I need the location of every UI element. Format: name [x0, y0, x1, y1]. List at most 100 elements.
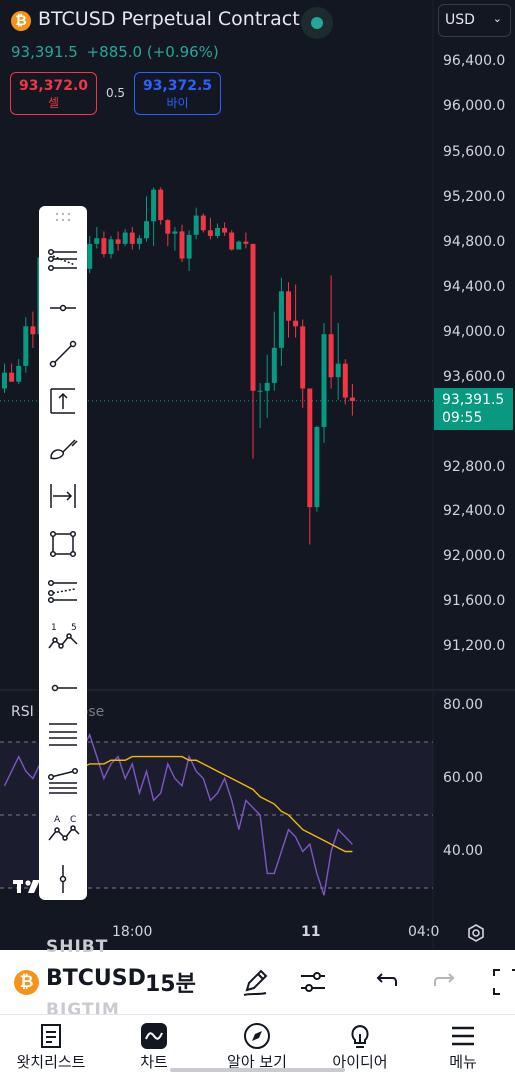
- price-axis-label: 96,400.0: [443, 53, 506, 69]
- currency-value: USD: [445, 12, 475, 28]
- candle-body: [342, 363, 348, 398]
- candle-body: [250, 243, 256, 391]
- price-axis-label: 91,600.0: [443, 593, 506, 609]
- candle-body: [23, 326, 29, 366]
- candle-body: [314, 426, 320, 508]
- current-price-label: 93,391.5 09:55: [434, 388, 513, 430]
- currency-selector[interactable]: USD ⌄: [438, 4, 511, 37]
- candle-body: [144, 221, 149, 239]
- candle-body: [307, 388, 313, 508]
- time-axis-label: 04:0: [408, 924, 440, 940]
- candle-body: [16, 365, 22, 382]
- long-position-icon[interactable]: [45, 383, 81, 419]
- candle-body: [271, 347, 277, 383]
- candle-body: [193, 215, 199, 235]
- market-status-icon[interactable]: [301, 7, 333, 39]
- candle-body: [328, 334, 334, 378]
- bitcoin-icon: ₿: [11, 11, 31, 31]
- svg-text:1: 1: [51, 623, 57, 633]
- price-axis-label: 92,800.0: [443, 459, 506, 475]
- candle-body: [129, 232, 135, 244]
- candle-body: [207, 230, 213, 236]
- candle-body: [2, 372, 7, 389]
- menu-icon: [452, 1026, 474, 1046]
- pitchfork-icon[interactable]: [45, 242, 81, 278]
- nav-label: 차트: [140, 1053, 168, 1071]
- bottom-divider: [0, 1014, 515, 1015]
- buy-button[interactable]: 93,372.5 바이: [134, 72, 221, 115]
- current-price-value: 93,391.5: [442, 392, 505, 408]
- drawing-toolbar: 1 5 A C: [39, 206, 87, 900]
- candle-body: [236, 241, 242, 250]
- regression-trend-icon[interactable]: [45, 763, 81, 799]
- chart-settings-icon[interactable]: [465, 922, 487, 944]
- svg-text:5: 5: [71, 623, 77, 633]
- symbol-selector[interactable]: BTCUSD: [46, 966, 146, 991]
- fib-retracement-icon[interactable]: [45, 716, 81, 752]
- candle-body: [321, 334, 327, 427]
- price-summary: 93,391.5 +885.0 (+0.96%): [11, 43, 219, 61]
- candle-body: [165, 220, 171, 234]
- interval-selector[interactable]: 15분: [145, 972, 196, 997]
- abcd-pattern-icon[interactable]: A C: [45, 812, 81, 848]
- trend-line-icon[interactable]: [45, 336, 81, 372]
- candle-body: [349, 397, 355, 401]
- nav-label: 알아 보기: [227, 1053, 287, 1071]
- candle-body: [158, 189, 164, 221]
- indicators-sliders-icon[interactable]: [297, 966, 329, 998]
- parallel-channel-icon[interactable]: [45, 573, 81, 609]
- candle-body: [300, 326, 306, 389]
- candle-body: [122, 232, 128, 244]
- candle-body: [257, 390, 263, 392]
- price-axis-label: 92,400.0: [443, 503, 506, 519]
- date-range-icon[interactable]: [45, 478, 81, 514]
- tradingview-logo-icon: [13, 880, 40, 893]
- candle-body: [264, 382, 270, 391]
- chart-icon: [141, 1023, 167, 1049]
- candle-body: [115, 239, 121, 244]
- drag-handle-icon[interactable]: [52, 212, 74, 222]
- drawing-pencil-icon[interactable]: [239, 966, 271, 998]
- rectangle-icon[interactable]: [45, 526, 81, 562]
- candle-body: [101, 238, 107, 255]
- nav-explore[interactable]: 알아 보기: [207, 1022, 307, 1072]
- horizontal-line-icon[interactable]: [45, 670, 81, 706]
- nav-menu[interactable]: 메뉴: [413, 1022, 513, 1072]
- symbol-title[interactable]: BTCUSD Perpetual Contract: [38, 8, 300, 30]
- undo-icon[interactable]: [369, 966, 401, 998]
- vertical-line-icon[interactable]: [45, 861, 81, 897]
- price-axis-label: 94,800.0: [443, 234, 506, 250]
- redo-icon[interactable]: [430, 966, 462, 998]
- watchlist-icon: [41, 1024, 61, 1048]
- lightbulb-icon: [351, 1024, 369, 1048]
- candle-body: [215, 228, 220, 236]
- spread-value: 0.5: [105, 86, 126, 100]
- candle-countdown: 09:55: [442, 410, 483, 426]
- buy-price: 93,372.5: [142, 78, 213, 94]
- rsi-axis-label: 80.00: [443, 697, 484, 713]
- rsi-title: RSI: [11, 704, 34, 720]
- brush-icon[interactable]: [45, 430, 81, 466]
- time-axis-label: 11: [301, 924, 321, 940]
- nav-chart[interactable]: 차트: [104, 1022, 204, 1072]
- compass-icon: [244, 1023, 270, 1049]
- sell-label: 셀: [47, 96, 60, 110]
- nav-label: 메뉴: [449, 1053, 477, 1071]
- nav-ideas[interactable]: 아이디어: [310, 1022, 410, 1072]
- horizontal-ray-icon[interactable]: [45, 290, 81, 326]
- bitcoin-icon: ₿: [14, 970, 39, 995]
- price-axis-label: 95,600.0: [443, 144, 506, 160]
- symbol-carousel-prev[interactable]: SHIBT: [46, 937, 109, 957]
- buy-label: 바이: [166, 96, 189, 110]
- candle-body: [222, 228, 228, 233]
- candle-body: [335, 363, 341, 378]
- nav-watchlist[interactable]: 왓치리스트: [1, 1022, 101, 1072]
- sell-price: 93,372.0: [18, 78, 89, 94]
- rsi-ma-line: [75, 755, 353, 853]
- elliott-wave-icon[interactable]: 1 5: [45, 620, 81, 656]
- symbol-carousel-next[interactable]: BIGTIM: [46, 1000, 120, 1020]
- fullscreen-icon[interactable]: [490, 966, 515, 998]
- nav-label: 왓치리스트: [16, 1053, 86, 1071]
- candle-body: [87, 243, 93, 269]
- sell-button[interactable]: 93,372.0 셀: [10, 72, 97, 115]
